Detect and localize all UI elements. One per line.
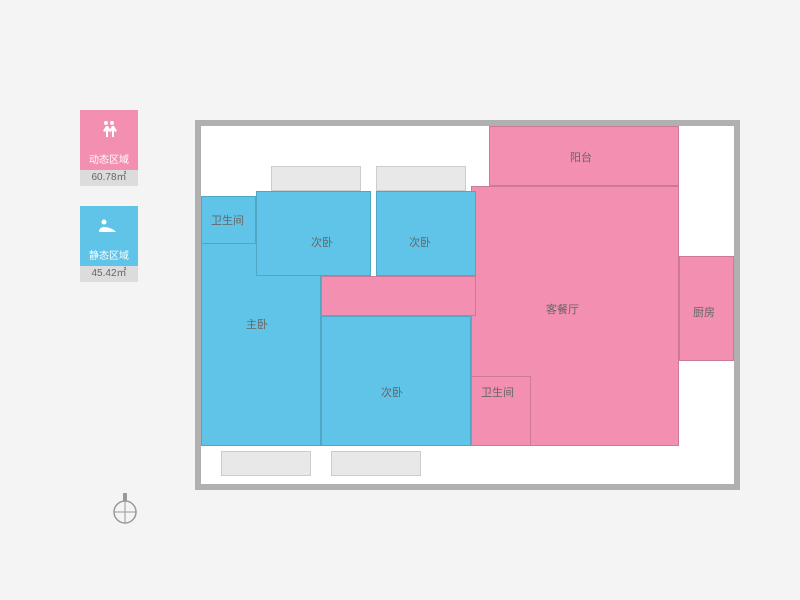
compass-icon <box>110 490 140 526</box>
room-label-kitchen: 厨房 <box>693 304 715 320</box>
dynamic-icon <box>80 110 138 152</box>
room-label-living: 客餐厅 <box>546 301 579 317</box>
room-label-master: 主卧 <box>246 316 268 332</box>
legend-static-value: 45.42㎡ <box>80 266 138 282</box>
legend-panel: 动态区域 60.78㎡ 静态区域 45.42㎡ <box>80 110 138 302</box>
static-icon <box>80 206 138 248</box>
room-corridor <box>321 276 476 316</box>
room-label-bed2b: 次卧 <box>409 234 431 250</box>
slab-2 <box>221 451 311 476</box>
floorplan: 阳台客餐厅厨房卫生间主卧卫生间次卧次卧次卧 <box>195 120 740 490</box>
legend-dynamic-value: 60.78㎡ <box>80 170 138 186</box>
room-bed2c <box>321 316 471 446</box>
slab-0 <box>271 166 361 191</box>
slab-3 <box>331 451 421 476</box>
legend-static-label: 静态区域 <box>80 248 138 266</box>
room-label-bath1: 卫生间 <box>211 212 244 228</box>
legend-static: 静态区域 45.42㎡ <box>80 206 138 282</box>
legend-dynamic: 动态区域 60.78㎡ <box>80 110 138 186</box>
room-label-balcony: 阳台 <box>570 149 592 165</box>
room-label-bed2c: 次卧 <box>381 384 403 400</box>
slab-1 <box>376 166 466 191</box>
legend-dynamic-label: 动态区域 <box>80 152 138 170</box>
room-label-bed2a: 次卧 <box>311 234 333 250</box>
room-label-bath2: 卫生间 <box>481 384 514 400</box>
